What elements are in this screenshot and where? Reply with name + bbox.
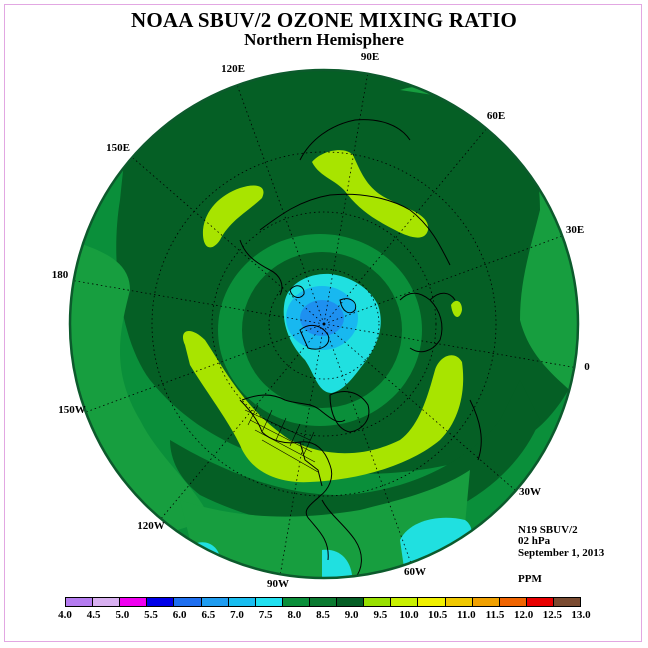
colorbar-tick-label: 9.5 bbox=[373, 609, 388, 621]
map-title: NOAA SBUV/2 OZONE MIXING RATIO bbox=[131, 8, 517, 32]
colorbar-tick-label: 12.5 bbox=[542, 609, 562, 621]
lon-label-150w: 150W bbox=[58, 404, 86, 416]
colorbar-segment bbox=[499, 598, 527, 606]
lon-label-120w: 120W bbox=[137, 520, 165, 532]
colorbar-segment bbox=[228, 598, 256, 606]
colorbar-segment bbox=[120, 598, 148, 606]
lon-label-0: 0 bbox=[584, 361, 590, 373]
colorbar-tick-label: 13.0 bbox=[571, 609, 591, 621]
colorbar-segment bbox=[309, 598, 338, 606]
field-level-9-5-east-spot bbox=[451, 300, 462, 317]
colorbar-segment bbox=[174, 598, 202, 606]
colorbar-tick-label: 7.5 bbox=[258, 609, 273, 621]
colorbar-tick-label: 9.0 bbox=[344, 609, 359, 621]
colorbar-segment bbox=[201, 598, 229, 606]
field-level-7-5-south bbox=[322, 549, 352, 578]
colorbar-segment bbox=[282, 598, 310, 606]
lon-label-120e: 120E bbox=[221, 63, 245, 75]
colorbar-segment bbox=[337, 598, 365, 606]
colorbar-segment bbox=[472, 598, 500, 606]
lon-label-60e: 60E bbox=[487, 110, 505, 122]
colorbar-tick-label: 5.5 bbox=[144, 609, 158, 621]
units-label: PPM bbox=[518, 573, 542, 585]
colorbar-tick-label: 4.5 bbox=[86, 609, 101, 621]
colorbar-tick-label: 10.0 bbox=[399, 609, 419, 621]
colorbar-segment bbox=[93, 598, 121, 606]
colorbar-segment bbox=[391, 598, 419, 606]
colorbar-segment bbox=[364, 598, 392, 606]
colorbar-tick-label: 11.5 bbox=[485, 609, 505, 621]
latitude-grid bbox=[151, 151, 497, 497]
colorbar-segment bbox=[147, 598, 175, 606]
colorbar-tick-label: 4.0 bbox=[58, 609, 72, 621]
colorbar-tick-label: 10.5 bbox=[428, 609, 448, 621]
colorbar-segment bbox=[526, 598, 554, 606]
colorbar-tick-label: 6.0 bbox=[172, 609, 187, 621]
lon-label-180: 180 bbox=[52, 269, 69, 281]
colorbar-tick-label: 8.5 bbox=[316, 609, 330, 621]
date-label: September 1, 2013 bbox=[518, 547, 605, 559]
colorbar-tick-label: 7.0 bbox=[230, 609, 244, 621]
instrument-label: N19 SBUV/2 bbox=[518, 524, 578, 536]
colorbar-tick-label: 11.0 bbox=[457, 609, 476, 621]
lon-label-150e: 150E bbox=[106, 142, 130, 154]
colorbar-segment bbox=[66, 598, 94, 606]
colorbar-segment bbox=[418, 598, 446, 606]
map-boundary bbox=[68, 68, 580, 580]
longitude-labels: 90E 60E 30E 0 30W 60W 90W 120W 150W 180 … bbox=[52, 51, 591, 590]
lon-label-30w: 30W bbox=[519, 486, 541, 498]
colorbar-tick-label: 6.5 bbox=[201, 609, 216, 621]
colorbar-segment bbox=[553, 598, 581, 606]
coastlines bbox=[239, 119, 482, 578]
lon-label-90w: 90W bbox=[267, 578, 289, 590]
colorbar bbox=[65, 597, 581, 607]
map-subtitle: Northern Hemisphere bbox=[244, 30, 404, 49]
field-level-9-5-crescent bbox=[182, 330, 464, 483]
lon-label-90e: 90E bbox=[361, 51, 379, 63]
lon-label-60w: 60W bbox=[404, 566, 426, 578]
figure-frame bbox=[4, 4, 642, 642]
field-level-9-5-north bbox=[312, 150, 429, 238]
lon-label-30e: 30E bbox=[566, 224, 584, 236]
colorbar-segment bbox=[255, 598, 283, 606]
colorbar-ticks: 4.0 4.5 5.0 5.5 6.0 6.5 7.0 7.5 8.0 8.5 9.0 9.5 10.0… bbox=[0, 609, 648, 623]
field-level-6-5-pole bbox=[300, 300, 344, 336]
pressure-label: 02 hPa bbox=[518, 535, 551, 547]
colorbar-tick-label: 5.0 bbox=[115, 609, 130, 621]
longitude-grid bbox=[70, 71, 578, 577]
state-boundaries bbox=[244, 404, 319, 473]
field-level-8-0-south bbox=[180, 470, 470, 578]
colorbar-tick-label: 12.0 bbox=[514, 609, 534, 621]
colorbar-tick-label: 8.0 bbox=[287, 609, 302, 621]
colorbar-segment bbox=[445, 598, 473, 606]
